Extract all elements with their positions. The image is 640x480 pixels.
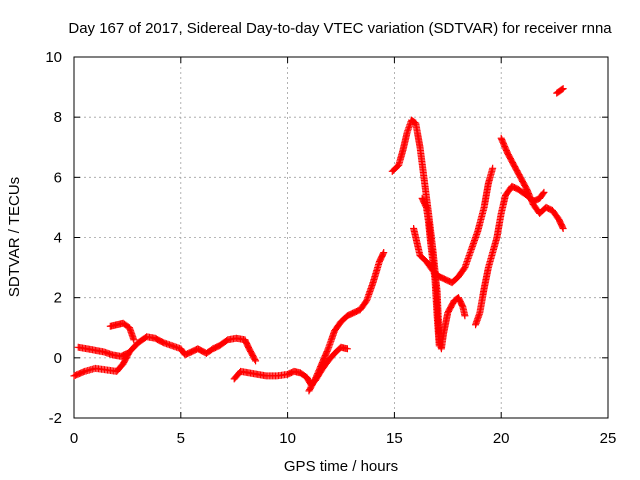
axis-ticks: 0 5 10 15 20 25 -2 0 2 4 6 8 10 <box>45 49 616 447</box>
x-axis-label: GPS time / hours <box>284 458 398 475</box>
data-point <box>122 350 130 358</box>
data-point <box>123 349 131 357</box>
x-tick-label: 5 <box>177 430 185 447</box>
y-tick-label: 2 <box>54 290 62 307</box>
y-tick-label: 10 <box>45 49 62 66</box>
y-tick-label: 6 <box>54 169 62 186</box>
data-point <box>379 250 387 258</box>
x-tick-label: 10 <box>279 430 296 447</box>
x-tick-label: 15 <box>386 430 403 447</box>
data-point <box>559 224 567 232</box>
y-tick-label: 8 <box>54 109 62 126</box>
data-point <box>461 312 469 320</box>
y-tick-label: 0 <box>54 350 62 367</box>
data-markers <box>70 85 567 395</box>
data-point <box>380 249 388 257</box>
data-point <box>252 357 260 365</box>
data-point <box>559 223 567 231</box>
x-tick-label: 20 <box>493 430 510 447</box>
data-point <box>558 85 566 93</box>
data-point <box>559 85 567 93</box>
chart-title: Day 167 of 2017, Sidereal Day-to-day VTE… <box>68 20 612 37</box>
y-axis-label: SDTVAR / TECUs <box>6 177 23 297</box>
data-point <box>540 188 548 196</box>
y-tick-label: -2 <box>49 410 62 427</box>
data-point <box>539 190 547 198</box>
data-point <box>435 342 443 350</box>
data-point <box>489 164 497 172</box>
x-tick-label: 0 <box>70 430 78 447</box>
x-tick-label: 25 <box>600 430 617 447</box>
data-point <box>251 356 259 364</box>
data-point <box>343 345 351 353</box>
y-tick-label: 4 <box>54 230 62 247</box>
data-point <box>130 336 138 344</box>
grid <box>74 57 608 418</box>
